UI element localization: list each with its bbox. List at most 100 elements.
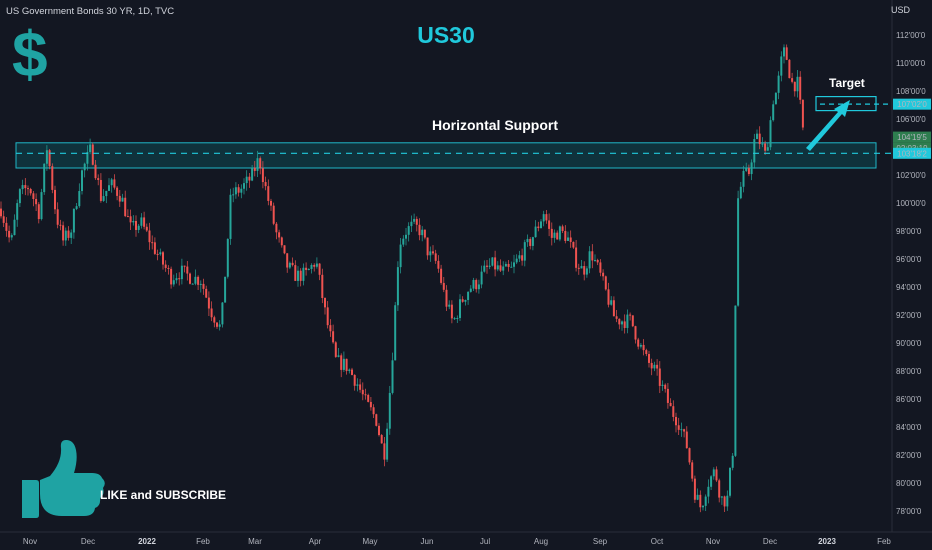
time-tick-label: May — [362, 537, 377, 546]
candle-body — [351, 370, 353, 375]
candle-body — [257, 158, 259, 171]
time-tick-label: Feb — [196, 537, 210, 546]
candle-body — [451, 305, 453, 319]
candle-body — [564, 231, 566, 241]
candle-body — [181, 266, 183, 279]
candle-body — [548, 220, 550, 228]
time-tick-label: Dec — [81, 537, 95, 546]
candle-body — [167, 268, 169, 269]
candle-body — [130, 216, 132, 222]
candle-body — [554, 233, 556, 238]
candle-body — [456, 318, 458, 319]
candle-body — [211, 308, 213, 317]
candle-body — [416, 219, 418, 225]
candle-body — [535, 227, 537, 238]
candle-body — [356, 384, 358, 385]
candle-body — [92, 145, 94, 165]
candle-body — [502, 266, 504, 270]
candle-body — [186, 267, 188, 274]
candle-body — [464, 300, 466, 302]
candle-body — [254, 168, 256, 171]
candle-body — [454, 318, 456, 319]
candle-body — [227, 239, 229, 277]
candle-body — [691, 462, 693, 478]
candle-body — [316, 264, 318, 267]
candle-body — [230, 195, 232, 239]
candle-body — [767, 147, 769, 151]
candle-body — [710, 476, 712, 486]
candle — [189, 273, 191, 285]
candle — [770, 116, 772, 150]
candle-body — [68, 231, 70, 238]
candle-body — [732, 456, 734, 468]
candle-body — [346, 359, 348, 371]
candle-body — [473, 280, 475, 289]
candle-body — [494, 257, 496, 269]
candle-body — [132, 221, 134, 222]
candle-body — [162, 252, 164, 264]
candle-body — [178, 278, 180, 279]
candle-body — [743, 171, 745, 187]
candle-body — [483, 266, 485, 272]
candle-body — [30, 189, 32, 193]
candle-body — [281, 237, 283, 245]
candle-body — [780, 56, 782, 75]
candle-body — [462, 299, 464, 302]
candle-body — [240, 189, 242, 193]
candle-body — [14, 220, 16, 235]
candle-body — [348, 370, 350, 371]
candle-body — [284, 245, 286, 253]
candle-body — [689, 448, 691, 462]
price-tick-label: 106'00'0 — [896, 115, 926, 124]
candle-body — [537, 227, 539, 228]
candle-body — [510, 267, 512, 268]
candle-body — [764, 144, 766, 151]
candle-body — [205, 289, 207, 298]
candle-body — [500, 265, 502, 270]
candle-body — [219, 324, 221, 326]
candle-body — [734, 306, 736, 456]
chart-headline: US30 — [0, 22, 892, 49]
candle-body — [292, 263, 294, 265]
candle-body — [143, 217, 145, 226]
candle-body — [794, 82, 796, 91]
candle-body — [84, 164, 86, 171]
candle-body — [176, 278, 178, 280]
candle-body — [713, 469, 715, 476]
candle-body — [770, 120, 772, 147]
candle-body — [662, 385, 664, 386]
candle-body — [378, 426, 380, 435]
candle-body — [653, 365, 655, 369]
candle-body — [605, 276, 607, 289]
candle-body — [232, 194, 234, 195]
candle-body — [375, 414, 377, 426]
candle-body — [389, 393, 391, 429]
candle — [224, 277, 226, 303]
candle-body — [76, 206, 78, 209]
candle-body — [527, 239, 529, 242]
candle-body — [49, 150, 51, 166]
candle — [284, 245, 286, 254]
candle-body — [400, 245, 402, 268]
candle-body — [421, 230, 423, 235]
candle — [335, 341, 337, 358]
candle — [81, 169, 83, 194]
candle-body — [43, 164, 45, 192]
candle-body — [413, 219, 415, 222]
candle-body — [338, 355, 340, 357]
candle — [491, 257, 493, 266]
candle-body — [41, 192, 43, 219]
candle-body — [275, 224, 277, 233]
target-label: Target — [829, 76, 865, 90]
candle-body — [262, 168, 264, 182]
target-price-badge: 107'02'0 — [897, 100, 927, 109]
price-tick-label: 112'00'0 — [896, 31, 926, 40]
candle-body — [381, 435, 383, 443]
candle-body — [248, 177, 250, 181]
candle-body — [656, 365, 658, 369]
candle-body — [505, 264, 507, 267]
candle-body — [497, 265, 499, 269]
candle-body — [335, 342, 337, 357]
candle-body — [726, 496, 728, 507]
